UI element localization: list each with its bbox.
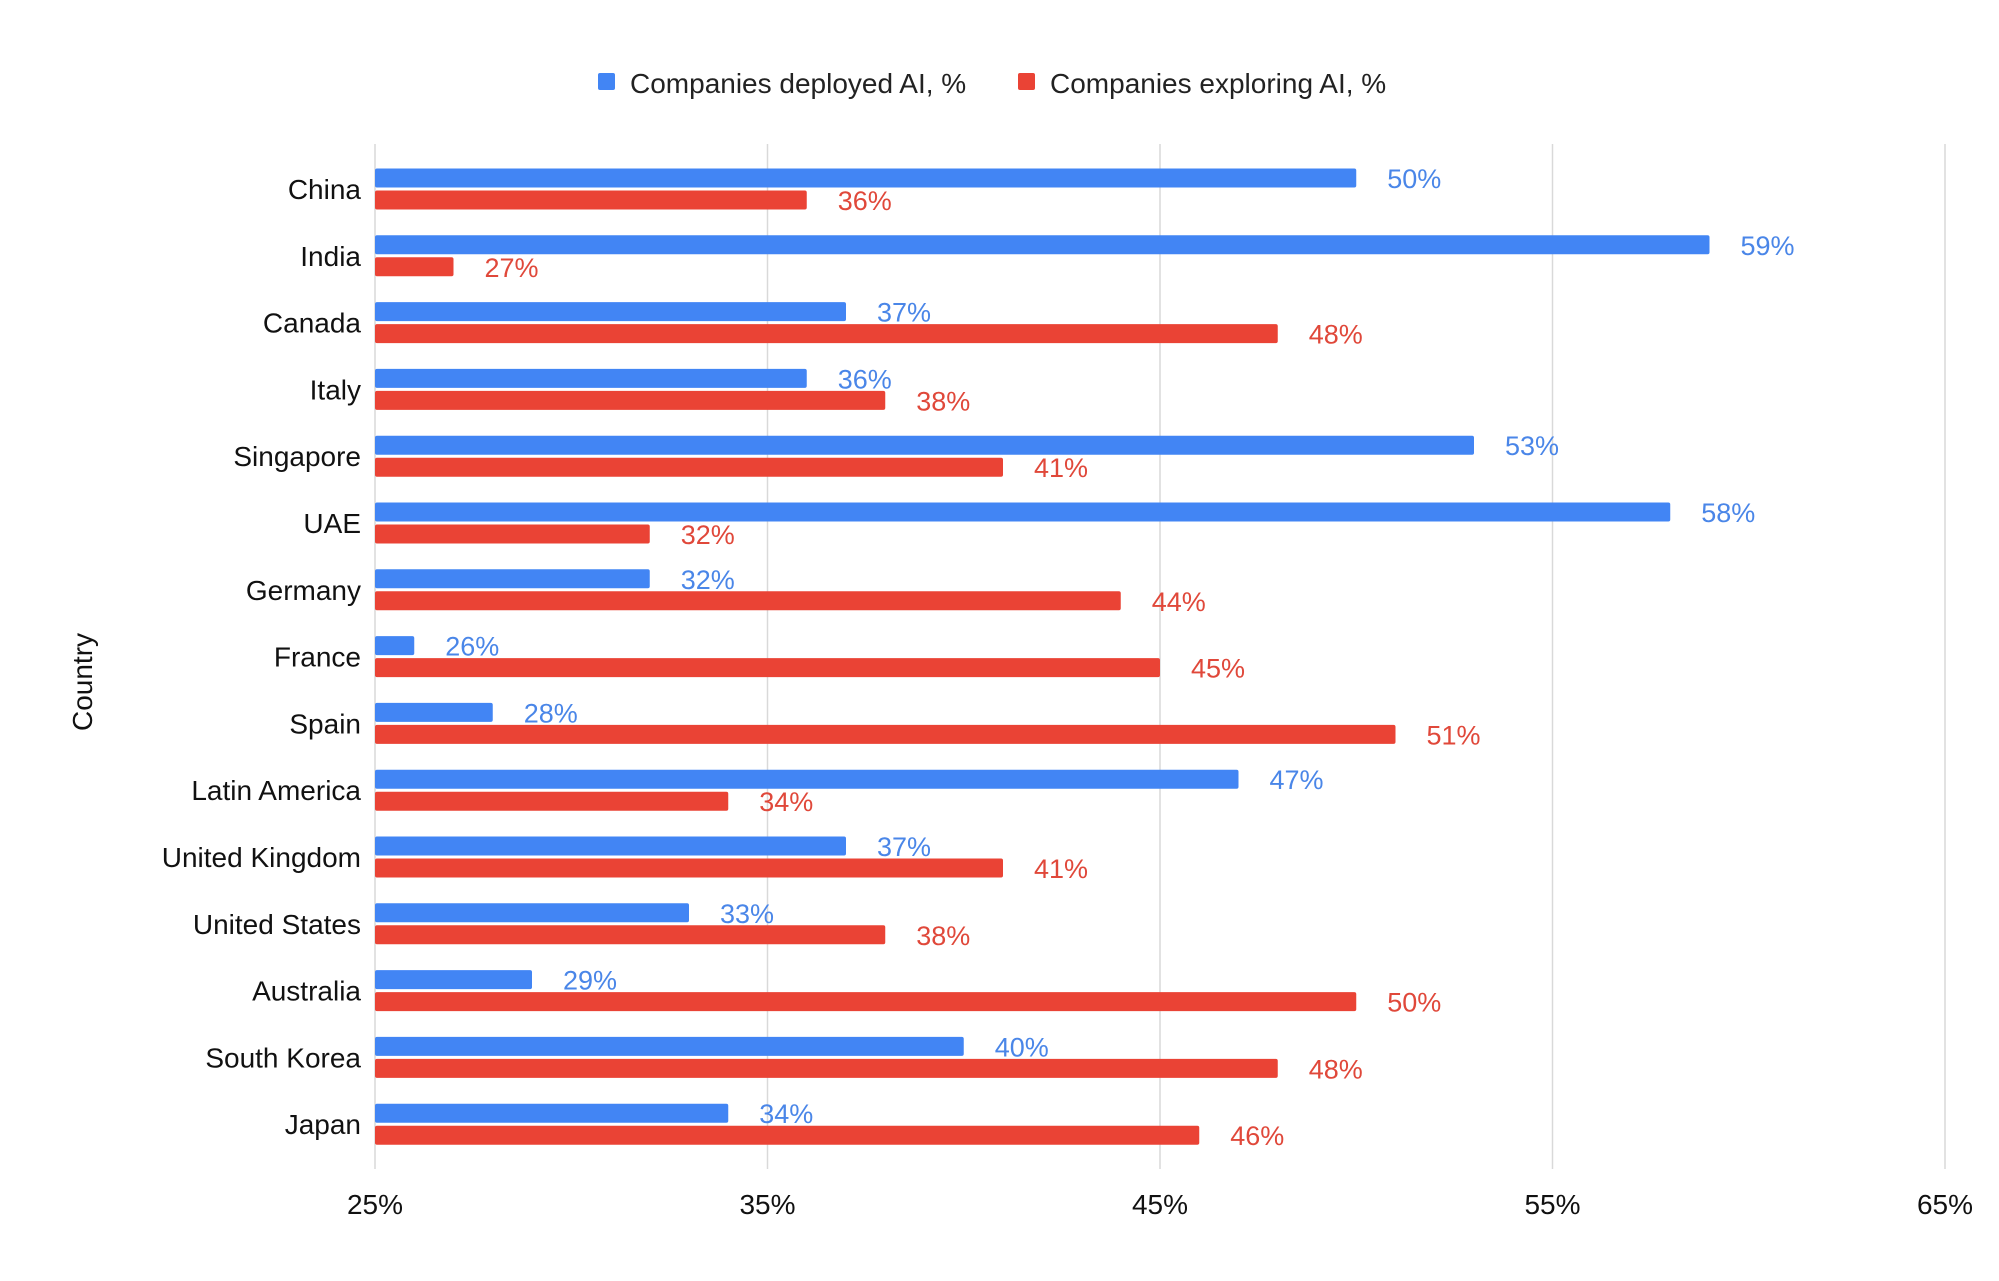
y-axis-title: Country	[67, 633, 98, 731]
bar-deployed	[375, 435, 1474, 455]
data-label-deployed: 58%	[1701, 498, 1755, 528]
bar-exploring	[375, 791, 729, 811]
bar-deployed	[375, 636, 415, 656]
category-label: Canada	[263, 308, 362, 339]
bar-deployed	[375, 836, 846, 856]
bar-deployed	[375, 970, 532, 990]
data-label-exploring: 36%	[838, 186, 892, 216]
category-label: United Kingdom	[162, 842, 361, 873]
bar-deployed	[375, 235, 1710, 255]
bar-deployed	[375, 769, 1239, 789]
data-label-exploring: 45%	[1191, 654, 1245, 684]
bar-deployed	[375, 502, 1671, 522]
legend: Companies deployed AI, % Companies explor…	[598, 68, 1386, 99]
data-label-exploring: 44%	[1152, 587, 1206, 617]
category-label: Spain	[289, 708, 361, 739]
bar-exploring	[375, 1125, 1200, 1145]
category-label: France	[274, 642, 361, 673]
data-label-deployed: 53%	[1505, 431, 1559, 461]
bar-exploring	[375, 190, 807, 210]
legend-label-deployed: Companies deployed AI, %	[630, 68, 966, 99]
bar-deployed	[375, 302, 846, 322]
data-label-exploring: 48%	[1309, 320, 1363, 350]
x-tick-label: 55%	[1524, 1189, 1580, 1220]
data-label-exploring: 50%	[1387, 988, 1441, 1018]
data-label-deployed: 28%	[524, 698, 578, 728]
bar-deployed	[375, 168, 1357, 188]
data-label-deployed: 29%	[563, 966, 617, 996]
bar-exploring	[375, 858, 1003, 878]
x-tick-label: 65%	[1917, 1189, 1973, 1220]
x-tick-label: 25%	[347, 1189, 403, 1220]
data-label-exploring: 51%	[1427, 720, 1481, 750]
data-label-deployed: 40%	[995, 1032, 1049, 1062]
data-label-exploring: 46%	[1230, 1121, 1284, 1151]
data-label-exploring: 41%	[1034, 453, 1088, 483]
data-label-deployed: 33%	[720, 899, 774, 929]
gridlines	[374, 144, 1946, 1169]
category-label: India	[300, 241, 361, 272]
bars: 50% 36% 59% 27% 37% 48% 36% 38% 53% 41% 58% 32% 32% 4…	[375, 164, 1795, 1151]
bar-deployed	[375, 1036, 964, 1056]
data-label-exploring: 48%	[1309, 1054, 1363, 1084]
category-label: UAE	[303, 508, 361, 539]
bar-exploring	[375, 1058, 1278, 1078]
data-label-deployed: 32%	[681, 565, 735, 595]
category-label: Italy	[310, 374, 361, 405]
x-tick-labels: 25% 35% 45% 55% 65%	[347, 1189, 1973, 1220]
legend-swatch-deployed	[598, 73, 615, 90]
category-label: Germany	[246, 575, 361, 606]
data-label-exploring: 41%	[1034, 854, 1088, 884]
x-tick-label: 45%	[1132, 1189, 1188, 1220]
bar-exploring	[375, 524, 650, 544]
bar-exploring	[375, 257, 454, 277]
category-label: China	[288, 174, 362, 205]
category-label: United States	[193, 909, 361, 940]
data-label-deployed: 47%	[1270, 765, 1324, 795]
category-label: Singapore	[233, 441, 361, 472]
data-label-deployed: 26%	[445, 632, 499, 662]
bar-deployed	[375, 569, 650, 589]
data-label-exploring: 38%	[916, 921, 970, 951]
bar-exploring	[375, 992, 1357, 1012]
bar-exploring	[375, 390, 886, 410]
data-label-deployed: 50%	[1387, 164, 1441, 194]
legend-label-exploring: Companies exploring AI, %	[1050, 68, 1386, 99]
data-label-deployed: 59%	[1741, 231, 1795, 261]
data-label-exploring: 38%	[916, 386, 970, 416]
category-labels: China India Canada Italy Singapore UAE Germany…	[162, 174, 362, 1140]
data-label-deployed: 34%	[759, 1099, 813, 1129]
bar-deployed	[375, 368, 807, 388]
bar-exploring	[375, 591, 1121, 611]
data-label-exploring: 27%	[485, 253, 539, 283]
bar-exploring	[375, 457, 1003, 477]
data-label-deployed: 36%	[838, 364, 892, 394]
bar-exploring	[375, 925, 886, 945]
bar-deployed	[375, 1103, 729, 1123]
x-tick-label: 35%	[739, 1189, 795, 1220]
data-label-exploring: 34%	[759, 787, 813, 817]
bar-exploring	[375, 324, 1278, 344]
bar-deployed	[375, 702, 493, 722]
data-label-deployed: 37%	[877, 832, 931, 862]
data-label-exploring: 32%	[681, 520, 735, 550]
bar-deployed	[375, 903, 689, 923]
category-label: Australia	[252, 976, 361, 1007]
bar-exploring	[375, 658, 1160, 678]
legend-swatch-exploring	[1018, 73, 1035, 90]
data-label-deployed: 37%	[877, 298, 931, 328]
bar-exploring	[375, 724, 1396, 744]
category-label: Japan	[285, 1109, 361, 1140]
category-label: Latin America	[191, 775, 361, 806]
category-label: South Korea	[205, 1042, 361, 1073]
